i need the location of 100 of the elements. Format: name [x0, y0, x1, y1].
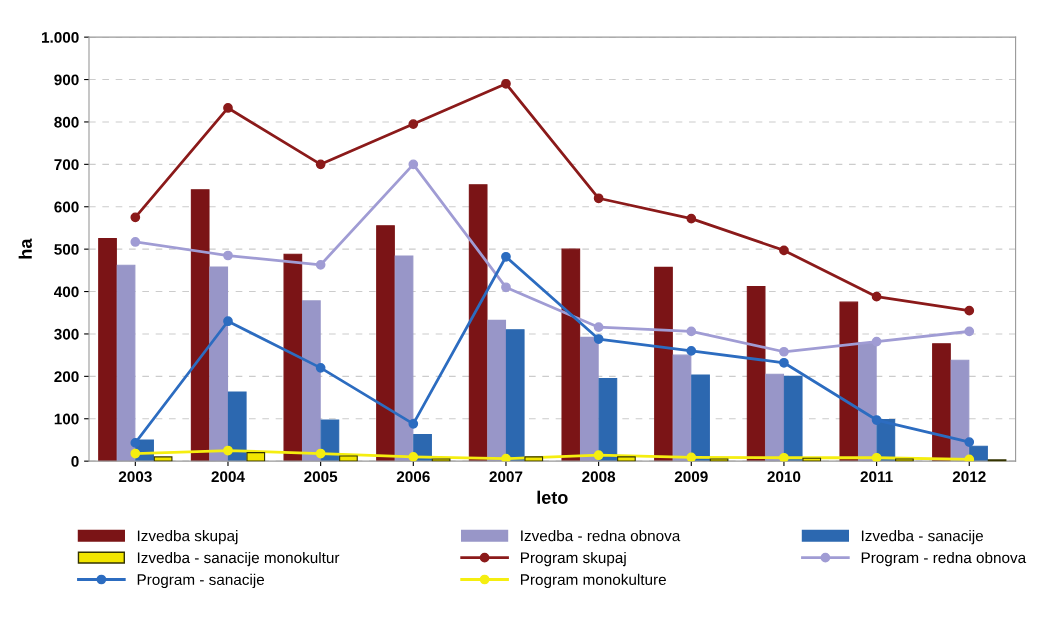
point	[871, 336, 882, 347]
y-tick-label: 900	[54, 74, 79, 86]
bar	[283, 253, 303, 462]
bar	[839, 301, 859, 462]
point	[315, 363, 326, 373]
x-tick-label: 2009	[674, 471, 708, 483]
point	[686, 213, 697, 224]
legend-label: Program - redna obnova	[861, 551, 1027, 567]
point	[408, 119, 419, 129]
bar	[579, 336, 599, 462]
x-axis-title: leto	[537, 490, 568, 504]
point	[964, 437, 975, 447]
y-tick-label: 800	[54, 116, 79, 128]
point	[871, 291, 882, 302]
point	[408, 418, 419, 429]
point	[871, 452, 882, 462]
bar	[505, 329, 525, 462]
bar	[654, 266, 673, 462]
legend-label: Izvedba skupaj	[137, 530, 238, 545]
legend-label: Izvedba - sanacije	[861, 530, 983, 545]
bar	[431, 458, 451, 462]
point	[315, 159, 326, 170]
legend-label: Program monokulture	[521, 573, 666, 589]
bar	[190, 189, 210, 462]
y-tick-label: 1.000	[42, 32, 79, 43]
point	[593, 193, 604, 204]
x-tick-label: 2005	[304, 471, 338, 483]
bar	[116, 264, 136, 462]
point	[408, 159, 419, 170]
point	[593, 334, 604, 344]
point	[130, 237, 141, 247]
point	[223, 103, 233, 113]
y-tick-label: 500	[54, 244, 79, 255]
point	[223, 250, 233, 261]
point	[501, 251, 511, 262]
bar	[153, 456, 173, 462]
bar	[617, 456, 636, 462]
y-tick-label: 200	[54, 371, 79, 383]
y-axis-title: ha	[18, 238, 32, 259]
point	[408, 452, 419, 462]
bar	[468, 184, 488, 462]
bar	[672, 354, 692, 462]
y-tick-label: 100	[54, 413, 79, 425]
point	[779, 245, 789, 256]
bar	[339, 455, 358, 462]
x-tick-label: 2008	[582, 471, 616, 483]
point	[871, 415, 882, 425]
x-tick-label: 2010	[767, 471, 801, 483]
bar	[783, 375, 803, 462]
bar	[598, 377, 618, 462]
bar	[209, 266, 229, 462]
point	[130, 212, 141, 223]
point	[686, 346, 697, 356]
y-tick-label: 400	[54, 286, 79, 298]
legend-label: Izvedba - sanacije monokultur	[137, 551, 340, 567]
x-tick-label: 2003	[118, 471, 152, 483]
point	[130, 438, 141, 448]
bar	[561, 248, 581, 462]
point	[223, 316, 233, 327]
point	[964, 454, 975, 462]
x-tick-label: 2012	[952, 471, 986, 483]
point	[593, 322, 604, 333]
x-tick-label: 2004	[211, 471, 245, 483]
legend-label: Program skupaj	[521, 551, 626, 567]
point	[130, 448, 141, 459]
point	[686, 326, 697, 337]
point	[223, 445, 233, 456]
point	[964, 305, 975, 316]
bar	[394, 255, 414, 462]
point	[501, 282, 511, 293]
y-tick-label: 600	[54, 201, 79, 213]
point	[779, 346, 789, 357]
point	[501, 78, 511, 89]
bar	[487, 319, 507, 462]
point	[315, 259, 326, 270]
legend-label: Program - sanacije	[137, 573, 265, 589]
x-tick-label: 2006	[396, 471, 430, 483]
point	[501, 453, 511, 462]
bar	[98, 237, 117, 462]
bar	[765, 373, 785, 462]
x-tick-label: 2011	[860, 471, 893, 483]
bar	[709, 458, 729, 462]
bar	[524, 456, 544, 462]
legend-label: Izvedba - redna obnova	[521, 530, 681, 542]
bar	[302, 300, 321, 462]
point	[964, 326, 975, 337]
bar	[376, 225, 395, 462]
bar	[246, 452, 266, 462]
bar	[895, 458, 914, 462]
bar	[227, 391, 247, 462]
point	[593, 450, 604, 461]
bar	[691, 374, 710, 462]
y-tick-label: 0	[71, 456, 79, 467]
point	[779, 357, 789, 368]
point	[779, 452, 789, 462]
bar	[320, 419, 340, 462]
point	[686, 452, 697, 462]
bar	[932, 343, 951, 462]
y-tick-label: 700	[54, 159, 79, 171]
bar	[746, 285, 766, 462]
